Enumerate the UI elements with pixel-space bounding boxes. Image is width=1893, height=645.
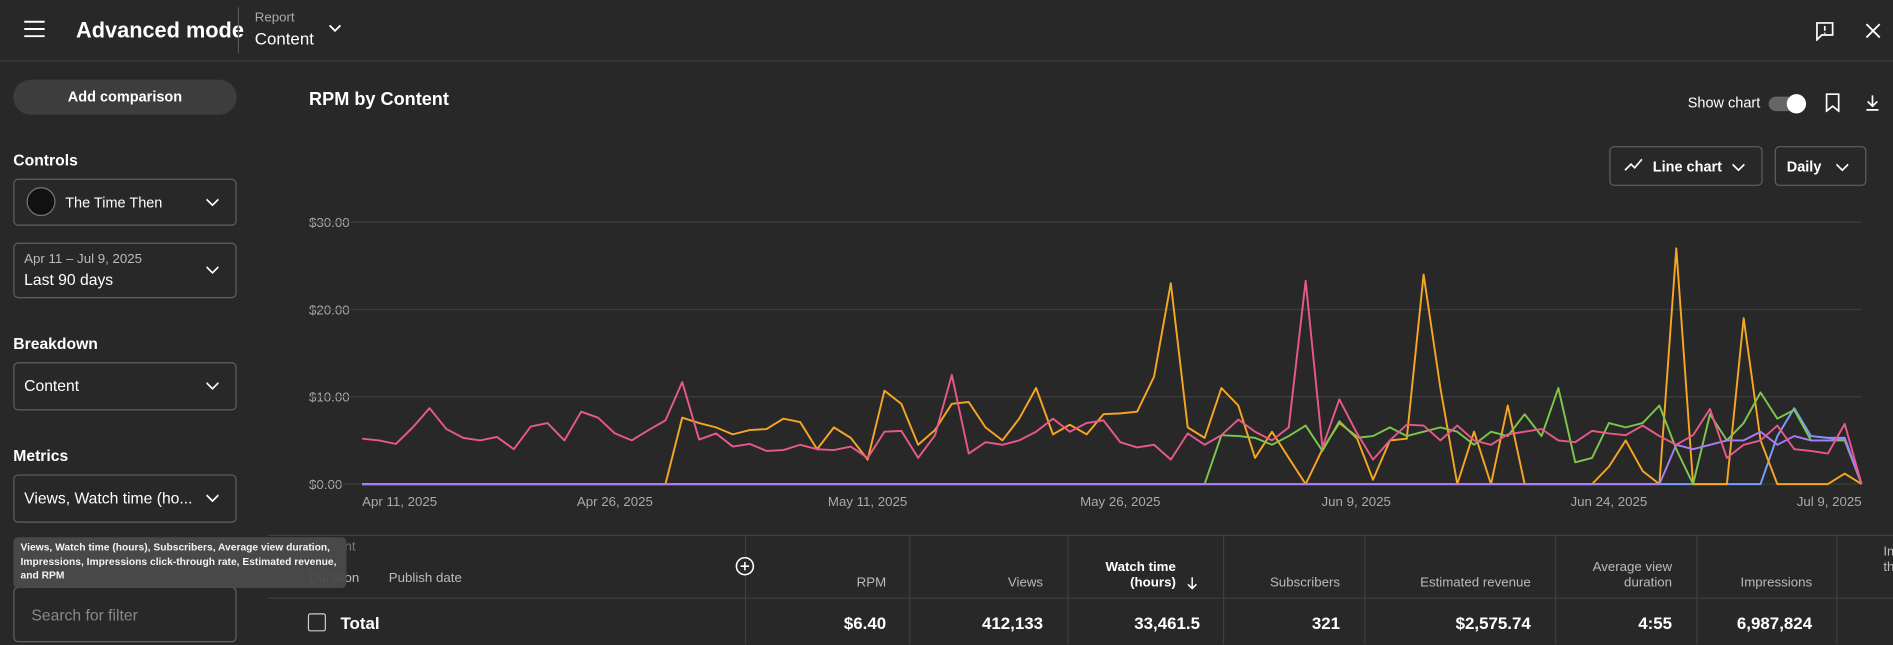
x-tick-label: May 11, 2025 — [828, 494, 907, 509]
select-all-checkbox[interactable] — [307, 613, 326, 632]
metrics-value: Views, Watch time (ho... — [24, 488, 193, 508]
breakdown-select[interactable] — [13, 362, 237, 411]
column-divider — [1696, 534, 1698, 645]
total-cell: $6.40 — [843, 613, 887, 633]
column-divider — [1364, 534, 1366, 645]
series-line — [362, 387, 1863, 486]
interval-select[interactable] — [1774, 146, 1867, 186]
table-header-border — [268, 597, 1893, 599]
channel-select[interactable] — [13, 178, 237, 226]
x-tick-label: Apr 11, 2025 — [362, 494, 437, 509]
feedback-button[interactable] — [1816, 22, 1834, 42]
download-button[interactable] — [1865, 94, 1879, 111]
column-header[interactable]: Impressions — [1740, 575, 1813, 591]
column-header: Publish date — [388, 571, 462, 586]
column-divider — [744, 534, 747, 645]
close-button[interactable] — [1865, 23, 1881, 39]
line-chart-icon — [1624, 158, 1643, 171]
date-range: Apr 11 – Jul 9, 2025 — [24, 252, 143, 267]
total-cell: 6,987,824 — [1736, 613, 1813, 633]
series-line — [362, 407, 1863, 486]
x-tick-label: Apr 26, 2025 — [577, 494, 653, 509]
metrics-select[interactable] — [13, 474, 237, 523]
series-line — [362, 430, 1863, 486]
x-tick-label: May 26, 2025 — [1080, 494, 1160, 509]
show-chart-label: Show chart — [1687, 94, 1761, 112]
column-divider — [1554, 534, 1557, 645]
total-cell: 321 — [1311, 613, 1341, 633]
report-dropdown[interactable] — [328, 24, 342, 34]
channel-avatar — [26, 187, 56, 217]
column-header[interactable]: Subscribers — [1269, 575, 1341, 591]
column-divider — [1222, 534, 1225, 645]
date-select[interactable] — [13, 242, 237, 299]
interval-value: Daily — [1786, 158, 1822, 176]
chevron — [206, 382, 219, 390]
column-header[interactable]: Views — [1007, 575, 1044, 591]
column-divider — [909, 534, 911, 645]
header-divider — [0, 60, 1893, 62]
bookmark-button[interactable] — [1825, 93, 1840, 113]
chart-type-value: Line chart — [1652, 158, 1723, 176]
chevron — [1732, 163, 1745, 172]
column-header[interactable]: RPM — [856, 575, 887, 591]
series-line — [362, 279, 1863, 485]
total-cell: 412,133 — [981, 613, 1044, 633]
sort-icon — [1187, 577, 1197, 590]
chart-type-select[interactable] — [1609, 146, 1763, 186]
add-column-button[interactable] — [735, 556, 755, 576]
total-cell: 4:55 — [1638, 613, 1673, 633]
x-tick-label: Jun 9, 2025 — [1322, 494, 1391, 509]
column-header[interactable]: Watch time (hours) — [1105, 560, 1176, 591]
add-comparison-button[interactable]: Add comparison — [13, 79, 237, 115]
search-placeholder: Search for filter — [31, 606, 138, 625]
menu-button[interactable] — [24, 20, 46, 38]
chevron — [206, 198, 219, 207]
report-label: Report — [254, 10, 295, 26]
table-top-border — [268, 534, 1893, 537]
metrics-heading: Metrics — [13, 446, 69, 465]
total-cell: $2,575.74 — [1455, 613, 1531, 633]
chevron — [206, 266, 219, 275]
chevron — [206, 494, 219, 503]
x-tick-label: Jul 9, 2025 — [1797, 494, 1862, 509]
column-header[interactable]: Estimated revenue — [1420, 575, 1531, 591]
chevron — [1836, 163, 1849, 172]
column-divider — [1836, 534, 1838, 645]
series-line — [362, 247, 1863, 486]
channel-name: The Time Then — [65, 194, 163, 212]
metrics-tooltip: Views, Watch time (hours), Subscribers, … — [13, 537, 347, 588]
column-divider — [1067, 534, 1069, 645]
breakdown-heading: Breakdown — [13, 334, 98, 353]
column-header[interactable]: Average view duration — [1592, 560, 1673, 591]
total-cell: 33,461.5 — [1134, 613, 1201, 633]
total-label: Total — [340, 613, 380, 633]
date-period: Last 90 days — [24, 270, 114, 289]
column-header-clip: Impressions click-through rate — [1883, 544, 1893, 575]
chart-title: RPM by Content — [309, 89, 449, 110]
breakdown-value: Content — [24, 376, 80, 395]
x-tick-label: Jun 24, 2025 — [1571, 494, 1648, 509]
divider — [237, 7, 240, 54]
column-header[interactable]: Impressions click-through rate — [1883, 544, 1893, 575]
toggle-knob — [1786, 94, 1807, 114]
controls-heading: Controls — [13, 150, 78, 170]
page-title: Advanced mode — [76, 18, 244, 43]
report-value[interactable]: Content — [254, 28, 314, 49]
